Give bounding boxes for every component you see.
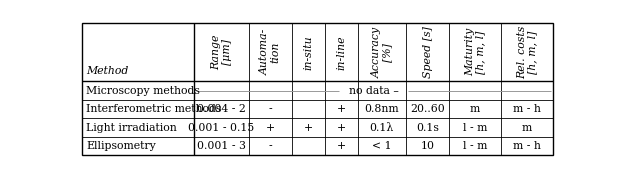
Text: +: + bbox=[304, 123, 313, 133]
Text: Interferometric methods: Interferometric methods bbox=[86, 104, 221, 114]
Text: Rel. costs
[h, m, l]: Rel. costs [h, m, l] bbox=[517, 26, 538, 79]
Text: +: + bbox=[337, 123, 346, 133]
Text: l - m: l - m bbox=[463, 141, 487, 151]
Text: < 1: < 1 bbox=[372, 141, 392, 151]
Text: m - h: m - h bbox=[513, 141, 541, 151]
Text: -: - bbox=[268, 104, 272, 114]
Text: 0.004 - 2: 0.004 - 2 bbox=[197, 104, 246, 114]
Text: +: + bbox=[266, 123, 275, 133]
Text: 10: 10 bbox=[420, 141, 435, 151]
Text: l - m: l - m bbox=[463, 123, 487, 133]
Text: -: - bbox=[268, 141, 272, 151]
Text: Method: Method bbox=[86, 66, 128, 76]
Text: Speed [s]: Speed [s] bbox=[423, 26, 433, 78]
Text: in-line: in-line bbox=[336, 35, 346, 70]
Text: m - h: m - h bbox=[513, 104, 541, 114]
Text: 20..60: 20..60 bbox=[410, 104, 445, 114]
Text: m: m bbox=[470, 104, 480, 114]
Text: 0.8nm: 0.8nm bbox=[365, 104, 399, 114]
Text: no data –: no data – bbox=[348, 86, 399, 96]
Text: +: + bbox=[337, 141, 346, 151]
Text: Microscopy methods: Microscopy methods bbox=[86, 86, 200, 96]
Text: Ellipsometry: Ellipsometry bbox=[86, 141, 156, 151]
Text: Automa-
tion: Automa- tion bbox=[260, 29, 281, 76]
Text: Light irradiation: Light irradiation bbox=[86, 123, 177, 133]
Text: Maturity
[h, m, l]: Maturity [h, m, l] bbox=[465, 28, 485, 76]
Text: Accuracy
[%]: Accuracy [%] bbox=[371, 27, 392, 78]
Text: Range
[μm]: Range [μm] bbox=[211, 35, 232, 70]
Text: m: m bbox=[522, 123, 533, 133]
Text: +: + bbox=[337, 104, 346, 114]
Text: 0.001 - 3: 0.001 - 3 bbox=[197, 141, 246, 151]
Text: 0.001 - 0.15: 0.001 - 0.15 bbox=[188, 123, 255, 133]
Text: 0.1λ: 0.1λ bbox=[370, 123, 394, 133]
Text: in-situ: in-situ bbox=[303, 35, 313, 70]
Text: 0.1s: 0.1s bbox=[416, 123, 439, 133]
